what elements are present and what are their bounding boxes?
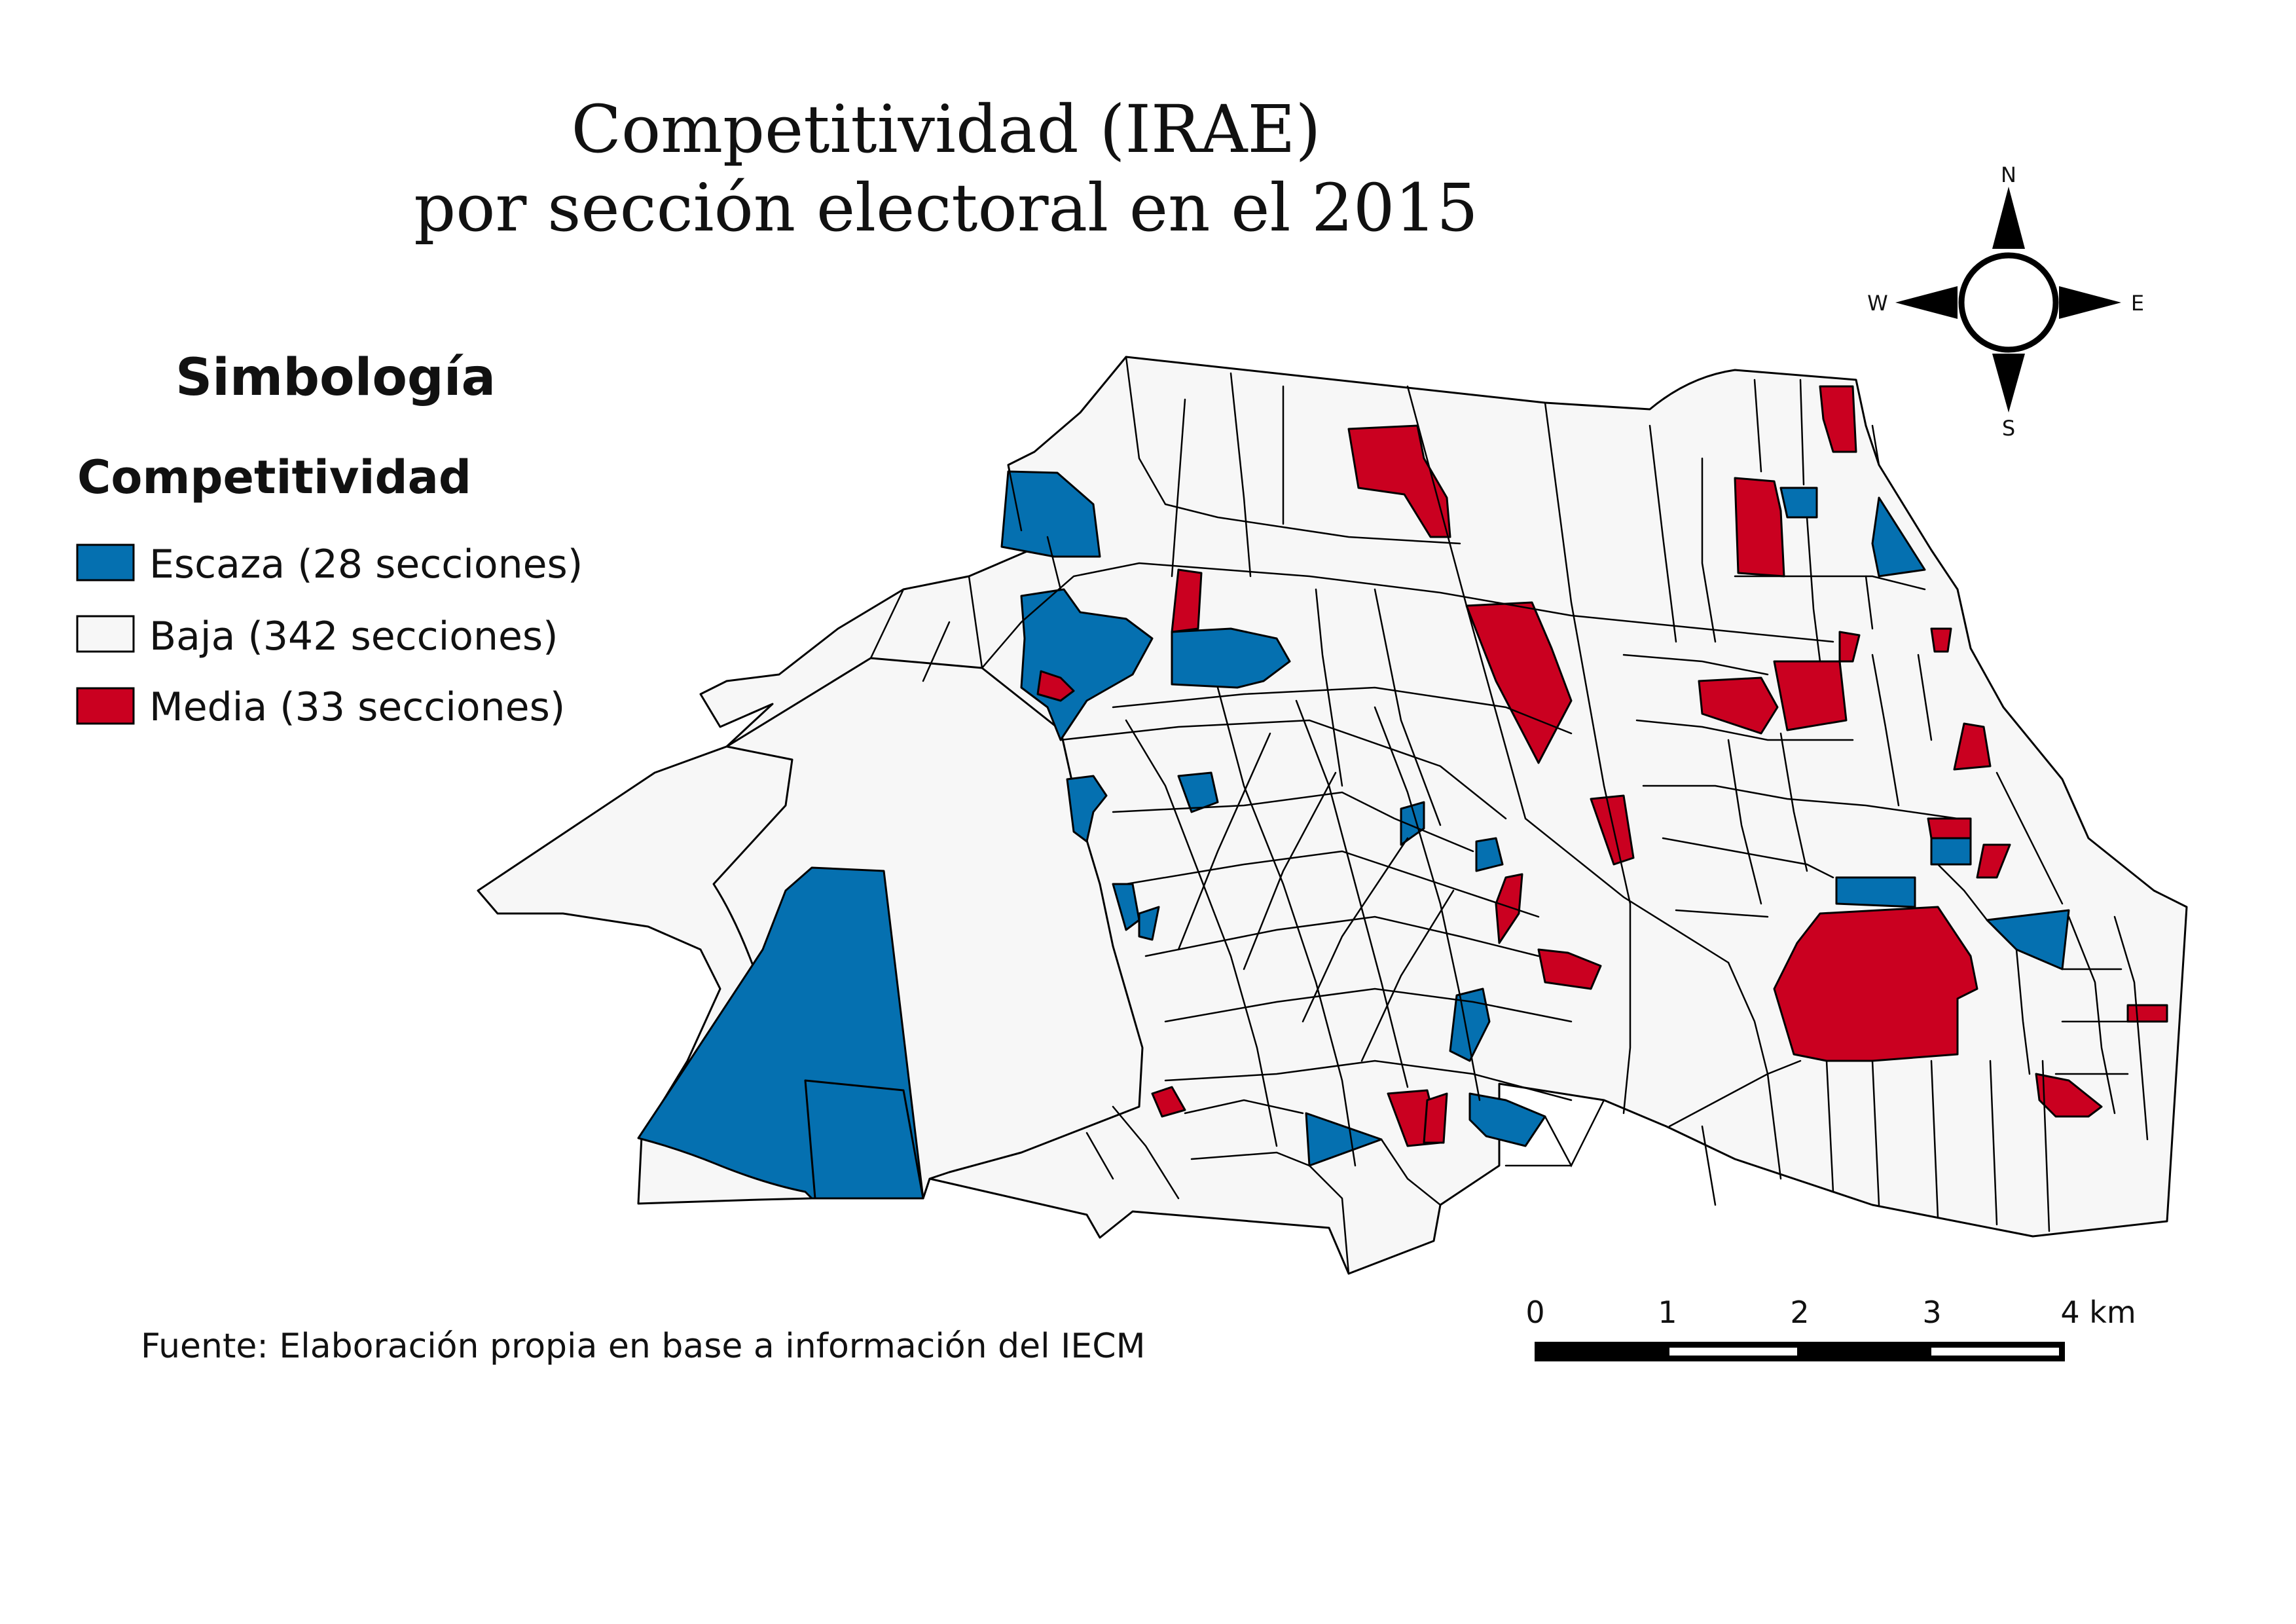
- scale-bar: 0 1 2 3 4 km: [1525, 1295, 2136, 1361]
- scale-bar-segment-1: [1669, 1348, 1797, 1356]
- source-note: Fuente: Elaboración propia en base a inf…: [141, 1327, 1145, 1366]
- section-escaza-ne1: [1871, 496, 1926, 578]
- section-media-w2: [1036, 670, 1075, 702]
- map-title-line1: Competitividad (IRAE): [571, 91, 1321, 168]
- section-escaza-c1: [1400, 801, 1425, 846]
- section-escaza-ne2: [1779, 487, 1818, 519]
- section-media-se-cluster: [1773, 906, 1978, 1062]
- north-arrow-compass: N S W E: [1867, 162, 2144, 441]
- legend-subtitle: Competitividad: [77, 451, 471, 504]
- section-media-c2: [1773, 660, 1848, 731]
- compass-south-label: S: [2002, 416, 2015, 441]
- section-media-s2: [1423, 1092, 1448, 1144]
- compass-ring: [1958, 252, 2059, 353]
- scale-label-4: 4 km: [2060, 1295, 2136, 1330]
- section-media-e1: [1927, 817, 1972, 840]
- scale-bar-segment-3: [1931, 1348, 2059, 1356]
- section-media-e3: [2126, 1004, 2168, 1023]
- section-escaza-e1: [1835, 876, 1916, 908]
- section-escaza-c2: [1475, 837, 1504, 872]
- section-media-se1: [2035, 1073, 2103, 1118]
- compass-east-label: E: [2131, 291, 2144, 316]
- section-escaza-w4: [1066, 775, 1108, 843]
- section-escaza-nw2: [1020, 588, 1154, 741]
- scale-label-0: 0: [1525, 1295, 1544, 1330]
- section-media-c4: [1930, 627, 1952, 653]
- section-escaza-e2: [1930, 837, 1972, 866]
- section-west-escaza-b: [804, 1079, 924, 1200]
- section-escaza-s1: [1305, 1112, 1383, 1167]
- section-media-c6: [1495, 873, 1523, 944]
- section-media-w1: [1590, 794, 1635, 866]
- legend-swatch-escaza: [76, 544, 135, 581]
- legend: Simbología Competitividad Escaza (28 sec…: [76, 348, 583, 730]
- section-escaza-w7: [1138, 906, 1160, 941]
- map-title-line2: por sección electoral en el 2015: [414, 170, 1478, 246]
- scale-label-1: 1: [1658, 1295, 1677, 1330]
- compass-west-point: [1895, 286, 1958, 319]
- legend-swatch-media: [76, 687, 135, 725]
- legend-label-escaza: Escaza (28 secciones): [149, 542, 583, 587]
- section-media-c1: [1698, 676, 1779, 735]
- section-media-n1: [1347, 424, 1451, 538]
- legend-label-baja: Baja (342 secciones): [149, 614, 558, 659]
- section-media-ne1: [1819, 385, 1857, 453]
- compass-north-label: N: [2001, 162, 2016, 187]
- legend-label-media: Media (33 secciones): [149, 684, 565, 730]
- section-media-c5: [1953, 722, 1992, 771]
- legend-item-media: Media (33 secciones): [76, 684, 565, 730]
- compass-south-point: [1992, 354, 2025, 413]
- legend-swatch-baja: [76, 615, 135, 653]
- section-escaza-s2: [1468, 1092, 1546, 1147]
- compass-east-point: [2059, 286, 2121, 319]
- legend-item-escaza: Escaza (28 secciones): [76, 542, 583, 587]
- section-escaza-w5: [1177, 771, 1219, 813]
- section-media-c7: [1537, 948, 1602, 990]
- compass-north-point: [1992, 187, 2025, 249]
- section-escaza-nw1: [1000, 470, 1101, 558]
- section-media-e2: [1976, 843, 2011, 879]
- section-boundaries: [869, 356, 2149, 1275]
- section-media-n3: [1171, 568, 1203, 633]
- section-escaza-nw3: [1171, 627, 1291, 689]
- scale-label-2: 2: [1790, 1295, 1809, 1330]
- section-escaza-c3: [1449, 987, 1491, 1062]
- legend-title: Simbología: [175, 348, 496, 407]
- section-media-sw1: [1151, 1086, 1186, 1118]
- section-media-ne2: [1734, 477, 1785, 578]
- section-media-c3: [1838, 631, 1861, 663]
- legend-item-baja: Baja (342 secciones): [76, 614, 558, 659]
- compass-west-label: W: [1867, 291, 1888, 316]
- scale-label-3: 3: [1922, 1295, 1941, 1330]
- electoral-sections-map: [477, 356, 2188, 1275]
